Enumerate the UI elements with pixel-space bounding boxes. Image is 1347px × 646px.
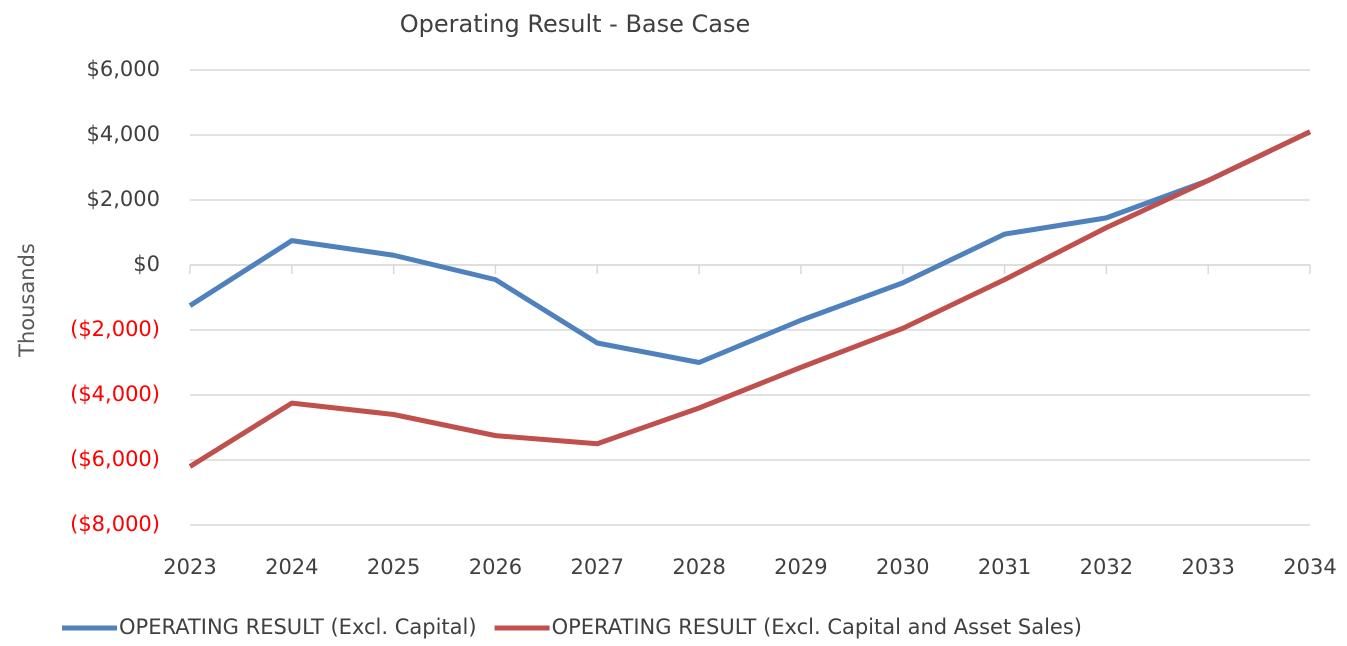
x-tick-label: 2032: [1080, 555, 1133, 579]
x-tick-label: 2030: [876, 555, 929, 579]
y-tick-label: ($8,000): [70, 512, 160, 536]
y-tick-label: ($4,000): [70, 382, 160, 406]
x-tick-label: 2031: [978, 555, 1031, 579]
y-tick-label: ($2,000): [70, 317, 160, 341]
x-tick-label: 2034: [1283, 555, 1336, 579]
x-tick-label: 2025: [367, 555, 420, 579]
legend-label: OPERATING RESULT (Excl. Capital and Asse…: [552, 615, 1082, 639]
series-line: [188, 129, 1312, 365]
y-tick-label: $2,000: [87, 187, 160, 211]
legend-label: OPERATING RESULT (Excl. Capital): [119, 615, 477, 639]
x-tick-label: 2027: [571, 555, 624, 579]
x-tick-label: 2026: [469, 555, 522, 579]
x-tick-label: 2023: [163, 555, 216, 579]
y-tick-label: $0: [133, 252, 160, 276]
x-tick-label: 2029: [774, 555, 827, 579]
y-tick-label: $4,000: [87, 122, 160, 146]
y-tick-label: ($6,000): [70, 447, 160, 471]
x-tick-label: 2024: [265, 555, 318, 579]
series-line: [188, 129, 1312, 469]
x-tick-label: 2028: [672, 555, 725, 579]
y-axis-title: Thousands: [15, 243, 39, 358]
chart-title: Operating Result - Base Case: [400, 10, 751, 38]
x-tick-label: 2033: [1181, 555, 1234, 579]
y-tick-label: $6,000: [87, 57, 160, 81]
